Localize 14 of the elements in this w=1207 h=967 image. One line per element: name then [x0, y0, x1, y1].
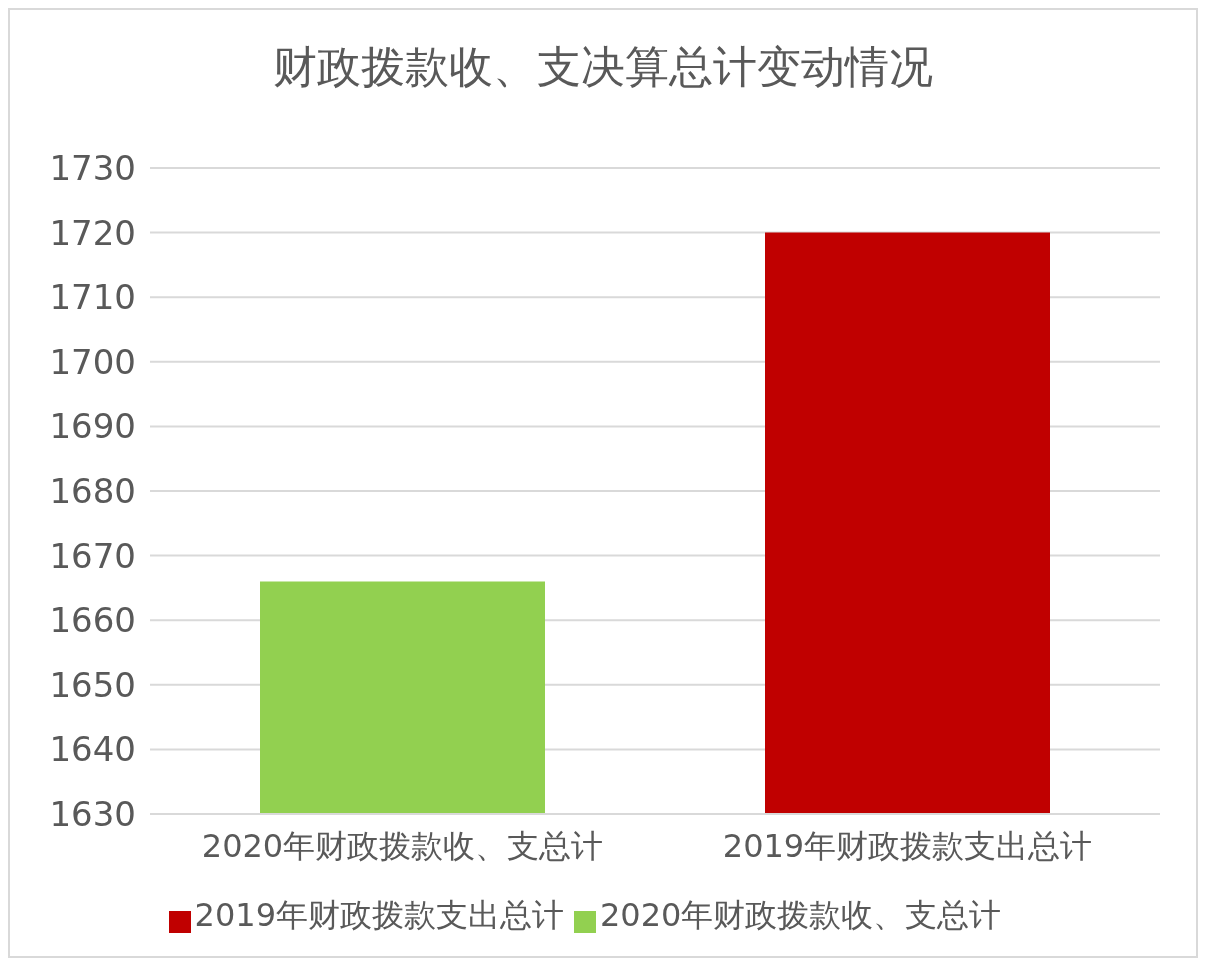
y-tick-label: 1650	[49, 664, 136, 705]
y-tick-label: 1700	[49, 341, 136, 382]
y-tick-label: 1640	[49, 729, 136, 770]
chart-title: 财政拨款收、支决算总计变动情况	[272, 40, 934, 94]
legend-label: 2019年财政拨款支出总计	[194, 896, 564, 934]
y-tick-label: 1670	[49, 535, 136, 576]
legend-label: 2020年财政拨款收、支总计	[600, 896, 1002, 934]
y-tick-label: 1690	[49, 406, 136, 447]
y-tick-label: 1660	[49, 600, 136, 641]
y-tick-label: 1630	[49, 794, 136, 835]
y-tick-label: 1710	[49, 277, 136, 318]
y-tick-label: 1730	[49, 148, 136, 189]
y-tick-label: 1720	[49, 212, 136, 253]
y-tick-label: 1680	[49, 471, 136, 512]
